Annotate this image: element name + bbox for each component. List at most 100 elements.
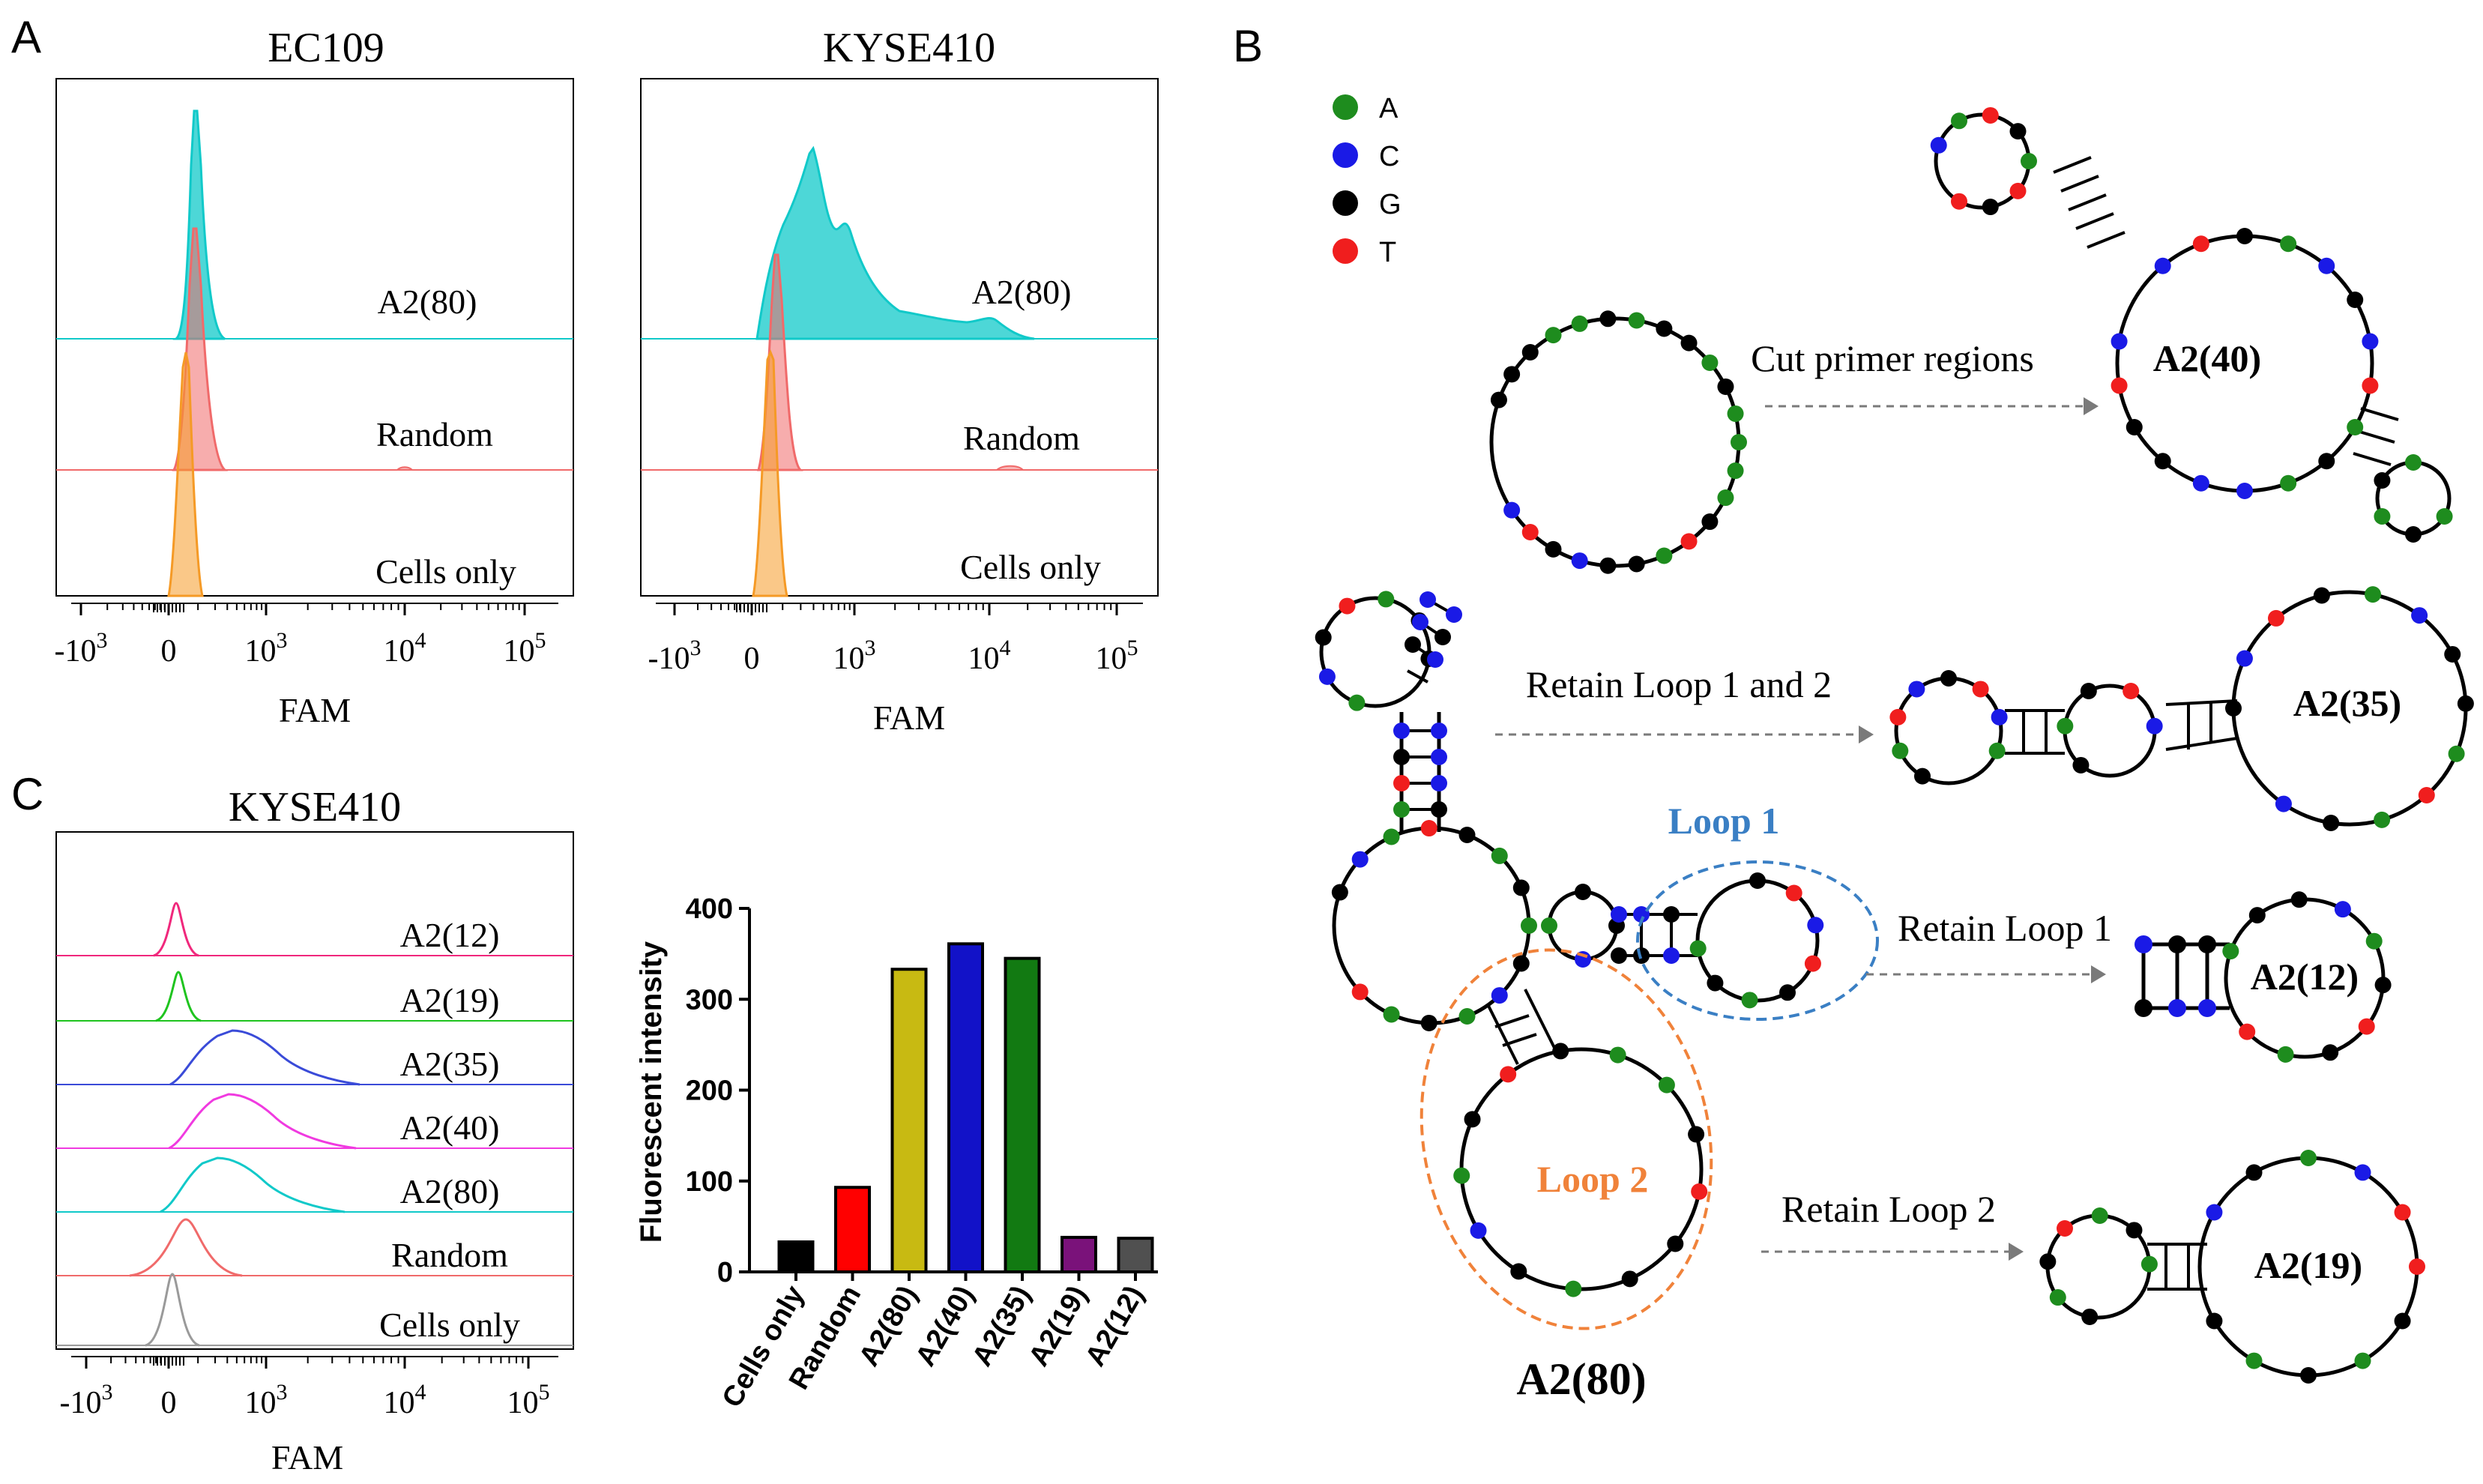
nucleotide-dot bbox=[1383, 828, 1400, 845]
nucleotide-dot bbox=[2347, 419, 2364, 435]
nucleotide-dot bbox=[1717, 489, 1734, 507]
legend-label: T bbox=[1379, 237, 1396, 268]
nucleotide-dot bbox=[1667, 1235, 1684, 1252]
bar-chart-fluorescence: 0 100 200 300 400 Fluorescent intensity Cells … bbox=[635, 893, 1158, 1413]
nucleotide-dot bbox=[2123, 683, 2140, 700]
hist-curve-label: A2(40) bbox=[400, 1109, 500, 1147]
panel-letter-c: C bbox=[11, 769, 43, 819]
nucleotide-dot bbox=[2409, 1258, 2425, 1275]
hist-c-labels: A2(12) A2(19) A2(35) A2(40) A2(80) Random Cell… bbox=[379, 916, 520, 1344]
nucleotide-dot bbox=[2154, 257, 2171, 274]
nucleotide-dot bbox=[2300, 1150, 2317, 1166]
stem-top-pairs bbox=[1407, 598, 1455, 684]
nucleotide-dot bbox=[2245, 1352, 2263, 1369]
hist-curve bbox=[153, 902, 199, 957]
nucleotide-dot bbox=[2457, 695, 2474, 712]
nucleotide-dot bbox=[1491, 847, 1508, 864]
nucleotide-dot bbox=[1621, 1270, 1638, 1288]
hist-kyse410-title: KYSE410 bbox=[823, 25, 995, 71]
loop2-outline bbox=[1419, 948, 1713, 1330]
nucleotide-dot bbox=[2448, 745, 2465, 762]
a2-19-label: A2(19) bbox=[2254, 1244, 2362, 1286]
nucleotide-dot bbox=[1512, 955, 1530, 972]
nucleotide-dot bbox=[2365, 586, 2382, 603]
label-cells-only: Cells only bbox=[375, 552, 516, 591]
tick-label-5: 105 bbox=[507, 1380, 550, 1420]
nucleotide-dot bbox=[1575, 884, 1591, 900]
nucleotide-dot bbox=[1785, 884, 1802, 902]
nucleotide-dot bbox=[2206, 1204, 2223, 1221]
nucleotide-dot bbox=[2405, 454, 2422, 471]
nucleotide-dot bbox=[2134, 999, 2152, 1017]
hist-c-ticks bbox=[85, 1357, 530, 1369]
nucleotide-dot bbox=[2134, 935, 2152, 953]
nucleotide-dot bbox=[1348, 694, 1366, 711]
nucleotide-dot bbox=[2245, 1164, 2263, 1181]
nucleotide-dot bbox=[2313, 587, 2330, 604]
nucleotide-dot bbox=[1470, 1222, 1487, 1239]
a2-19-nucleotides bbox=[2039, 1150, 2425, 1384]
a2-40-nucleotides bbox=[1930, 106, 2453, 543]
nucleotide-dot bbox=[2154, 453, 2171, 470]
nucleotide-dot bbox=[1351, 851, 1369, 868]
nucleotide-dot bbox=[1545, 540, 1562, 558]
derivation-arrows: Cut primer regions Retain Loop 1 and 2 R… bbox=[1495, 337, 2112, 1261]
hist-curve bbox=[160, 1156, 346, 1213]
nucleotide-dot bbox=[1680, 334, 1698, 352]
nucleotide-dot bbox=[1663, 947, 1680, 964]
nucleotide-dot bbox=[2057, 1220, 2074, 1237]
label-a2-80: A2(80) bbox=[378, 283, 477, 321]
nucleotide-dot bbox=[2277, 1046, 2294, 1063]
nucleotide-dot bbox=[2168, 935, 2186, 953]
nucleotide-dot bbox=[2318, 257, 2335, 274]
nucleotide-dot bbox=[2354, 1164, 2371, 1181]
structure-a2-40: A2(40) bbox=[1930, 106, 2453, 543]
label-cells-only: Cells only bbox=[960, 548, 1101, 586]
nucleotide-dot bbox=[2236, 228, 2253, 244]
nucleotide-dot bbox=[1628, 555, 1645, 573]
nucleotide-dot bbox=[2374, 508, 2391, 525]
bar-category-label: Cells only bbox=[716, 1281, 811, 1413]
a2-19-stem bbox=[2147, 1243, 2207, 1291]
bar bbox=[1004, 956, 1041, 1273]
nucleotide-dot bbox=[2365, 932, 2383, 950]
tick-label-3: 103 bbox=[245, 628, 288, 669]
bar bbox=[947, 942, 984, 1273]
nucleotide-dot bbox=[1503, 366, 1521, 383]
nucleotide-dot bbox=[1940, 670, 1957, 687]
nucleotide-dot bbox=[2049, 1289, 2066, 1306]
tick-label-3: 103 bbox=[833, 636, 876, 676]
tick-label-neg3: -103 bbox=[55, 628, 108, 669]
nucleotide-dot bbox=[1575, 951, 1591, 968]
a2-35-nucleotides bbox=[1889, 586, 2474, 831]
nucleotide-dot bbox=[1779, 984, 1796, 1001]
nucleotide-dot bbox=[2318, 453, 2335, 470]
arrowhead-cut-primer bbox=[2084, 397, 2099, 415]
nucleotide-dot bbox=[2275, 795, 2292, 812]
nucleotide-dot bbox=[2080, 683, 2097, 700]
a2-12-nucleotides bbox=[2134, 891, 2392, 1063]
nucleotide-dot bbox=[2198, 999, 2216, 1017]
nucleotide-dot bbox=[1458, 826, 1476, 843]
main-structure-label: A2(80) bbox=[1516, 1354, 1646, 1404]
nucleotide-dot bbox=[1749, 872, 1766, 889]
nucleotide-dot bbox=[1512, 879, 1530, 896]
peak-random-minor bbox=[995, 465, 1025, 471]
nucleotide-dot bbox=[1599, 557, 1617, 574]
nucleotide-dot bbox=[1420, 820, 1437, 837]
hist-kyse410-ticks bbox=[673, 603, 1118, 615]
nucleotide-dot bbox=[2362, 333, 2379, 350]
nucleotide-dot bbox=[1930, 136, 1947, 154]
nucleotide-dot bbox=[2111, 333, 2128, 350]
hist-curve-label: Random bbox=[391, 1236, 508, 1274]
hist-c-xlabel: FAM bbox=[271, 1438, 343, 1477]
a2-12-stem bbox=[2141, 942, 2230, 1010]
bar-ytick-label: 0 bbox=[717, 1257, 733, 1288]
bar-ylabel: Fluorescent intensity bbox=[635, 941, 668, 1243]
nucleotide-dot bbox=[1500, 1066, 1517, 1083]
nucleotide-dot bbox=[2374, 472, 2391, 489]
label-random: Random bbox=[963, 419, 1080, 457]
nucleotide-dot bbox=[1393, 749, 1410, 765]
